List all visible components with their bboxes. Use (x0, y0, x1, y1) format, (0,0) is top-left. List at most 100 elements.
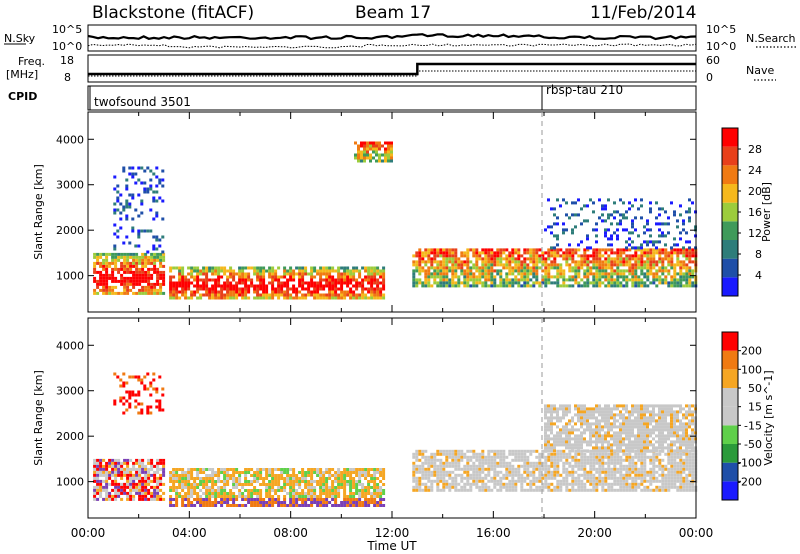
heatmap-cell (331, 474, 335, 477)
heatmap-cell (685, 269, 689, 273)
heatmap-cell (655, 201, 658, 205)
heatmap-cell (481, 248, 485, 252)
heatmap-cell (220, 471, 224, 474)
heatmap-cell (159, 285, 163, 289)
heatmap-cell (214, 489, 218, 492)
heatmap-cell (613, 216, 616, 220)
heatmap-cell (664, 485, 668, 489)
heatmap-cell (451, 281, 455, 285)
heatmap-cell (319, 272, 323, 276)
heatmap-cell (102, 473, 106, 477)
heatmap-cell (111, 494, 115, 498)
heatmap-cell (199, 287, 203, 291)
heatmap-cell (138, 488, 142, 492)
heatmap-cell (463, 467, 467, 471)
heatmap-cell (147, 270, 151, 274)
heatmap-cell (472, 482, 476, 486)
heatmap-cell (478, 281, 482, 285)
heatmap-cell (369, 147, 372, 151)
heatmap-cell (511, 257, 515, 261)
heatmap-cell (102, 470, 106, 474)
heatmap-cell (547, 428, 550, 432)
heatmap-cell (535, 467, 539, 471)
heatmap-cell (357, 147, 360, 151)
heatmap-cell (143, 181, 147, 185)
heatmap-cell (223, 471, 227, 474)
heatmap-cell (577, 275, 581, 279)
heatmap-cell (568, 446, 571, 450)
heatmap-cell (613, 416, 616, 420)
heatmap-cell (235, 296, 239, 300)
heatmap-cell (153, 488, 157, 492)
heatmap-cell (105, 285, 109, 289)
heatmap-cell (116, 196, 120, 200)
heatmap-cell (574, 452, 578, 456)
heatmap-cell (616, 248, 620, 252)
heatmap-cell (643, 275, 647, 279)
heatmap-cell (199, 296, 203, 300)
heatmap-cell (616, 275, 620, 279)
heatmap-cell (169, 501, 173, 504)
heatmap-cell (155, 211, 159, 215)
heatmap-cell (481, 275, 485, 279)
heatmap-cell (375, 153, 378, 157)
heatmap-cell (268, 480, 272, 483)
heatmap-cell (340, 275, 344, 279)
heatmap-cell (688, 254, 692, 258)
heatmap-cell (390, 156, 393, 160)
heatmap-cell (238, 471, 242, 474)
heatmap-cell (562, 228, 565, 232)
heatmap-cell (271, 471, 275, 474)
heatmap-cell (159, 461, 163, 465)
heatmap-cell (433, 260, 437, 264)
heatmap-cell (141, 270, 145, 274)
heatmap-cell (487, 473, 491, 477)
heatmap-cell (487, 464, 491, 468)
heatmap-cell (361, 468, 365, 471)
heatmap-cell (553, 437, 556, 441)
heatmap-cell (202, 269, 206, 273)
heatmap-cell (220, 501, 224, 504)
heatmap-cell (205, 495, 209, 498)
heatmap-cell (379, 275, 383, 279)
heatmap-cell (559, 452, 563, 456)
heatmap-cell (544, 485, 548, 489)
heatmap-cell (433, 467, 437, 471)
heatmap-cell (433, 470, 437, 474)
heatmap-cell (286, 504, 290, 507)
heatmap-cell (144, 479, 148, 483)
heatmap-cell (571, 485, 575, 489)
heatmap-cell (129, 276, 133, 280)
velocity-heatmap (93, 372, 698, 507)
heatmap-cell (589, 437, 592, 441)
heatmap-cell (132, 285, 136, 289)
heatmap-cell (265, 492, 269, 495)
heatmap-cell (229, 281, 233, 285)
heatmap-cell (541, 449, 545, 453)
heatmap-cell (562, 269, 566, 273)
heatmap-cell (337, 495, 341, 498)
heatmap-cell (421, 257, 425, 261)
heatmap-cell (679, 479, 683, 483)
heatmap-cell (514, 251, 518, 255)
heatmap-cell (640, 443, 643, 447)
heatmap-cell (562, 455, 566, 459)
heatmap-cell (129, 494, 133, 498)
heatmap-cell (114, 252, 118, 256)
heatmap-cell (688, 278, 692, 282)
heatmap-cell (415, 284, 419, 288)
heatmap-cell (598, 437, 601, 441)
heatmap-cell (610, 455, 614, 459)
heatmap-cell (322, 486, 326, 489)
heatmap-cell (604, 470, 608, 474)
heatmap-cell (550, 281, 554, 285)
heatmap-cell (442, 464, 446, 468)
heatmap-cell (598, 467, 602, 471)
heatmap-cell (607, 404, 610, 408)
heatmap-cell (685, 467, 689, 471)
heatmap-cell (346, 281, 350, 285)
heatmap-cell (589, 434, 592, 438)
heatmap-cell (649, 272, 653, 276)
heatmap-cell (132, 291, 136, 295)
heatmap-cell (553, 248, 557, 252)
